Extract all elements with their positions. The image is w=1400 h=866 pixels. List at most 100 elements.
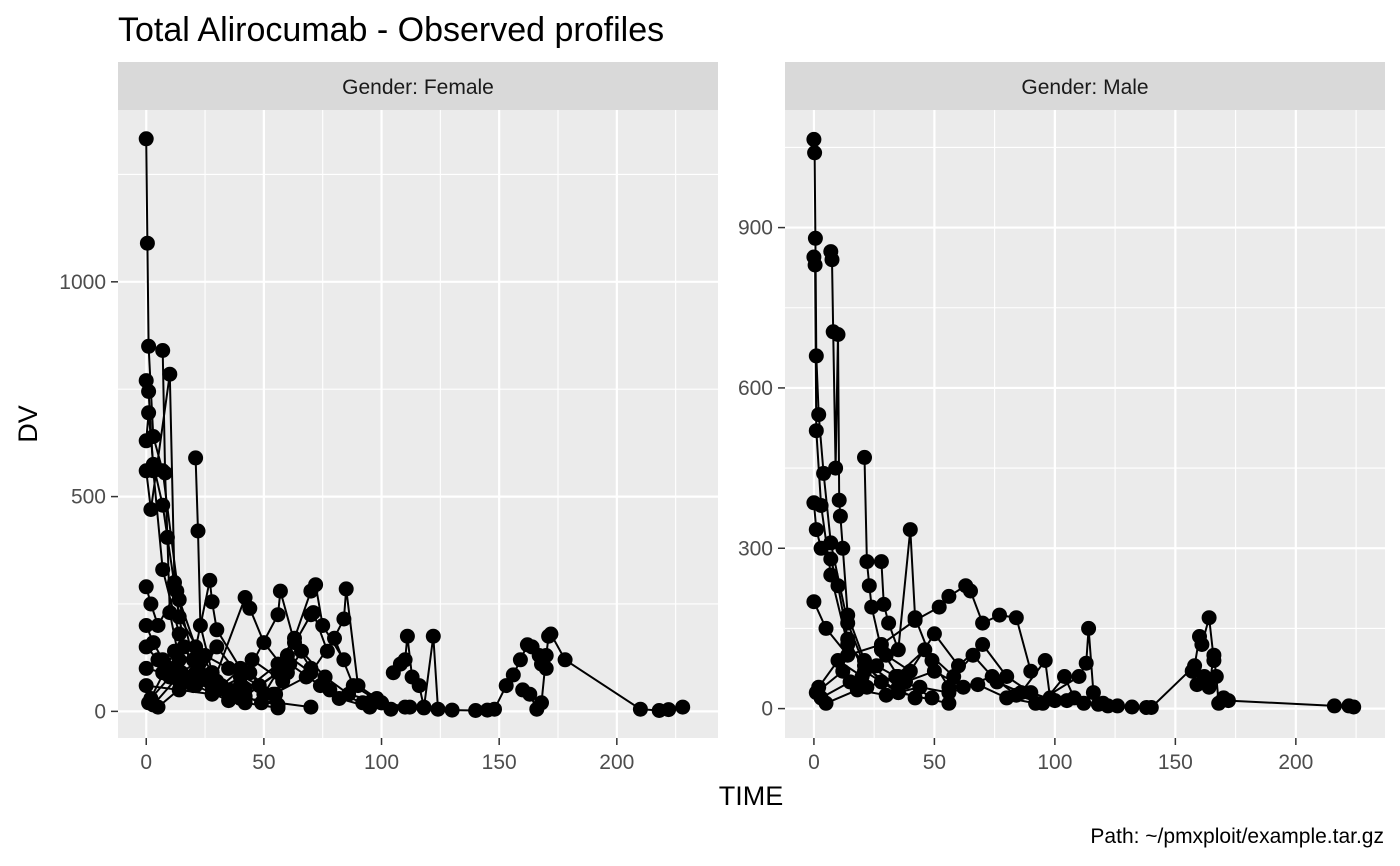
- data-point: [1201, 679, 1217, 695]
- data-point: [917, 642, 933, 658]
- data-point: [138, 131, 154, 147]
- data-point: [1110, 698, 1125, 714]
- data-point: [538, 660, 554, 676]
- data-point: [416, 700, 432, 716]
- data-point: [209, 622, 225, 638]
- data-point: [898, 674, 913, 690]
- data-point: [209, 682, 225, 698]
- data-point: [138, 660, 154, 676]
- data-layer: [138, 131, 691, 718]
- data-point: [169, 583, 185, 599]
- y-tick-label: 600: [738, 377, 773, 400]
- data-point: [374, 695, 389, 711]
- data-point: [319, 643, 335, 659]
- data-point: [823, 567, 839, 583]
- data-point: [808, 522, 824, 538]
- data-point: [143, 502, 159, 517]
- data-point: [857, 449, 872, 465]
- data-point: [155, 343, 171, 358]
- x-tick-label: 100: [364, 751, 399, 774]
- data-point: [159, 529, 175, 545]
- data-point: [1057, 669, 1072, 684]
- data-point: [512, 652, 528, 668]
- data-point: [1326, 698, 1342, 714]
- data-point: [941, 695, 957, 711]
- data-point: [902, 522, 918, 538]
- panel-1: Gender: Male 0 50 100 150 200 0 300 600 900: [738, 62, 1385, 774]
- x-tick-label: 150: [482, 751, 517, 774]
- data-point: [155, 562, 171, 578]
- x-tick-label: 50: [923, 751, 946, 774]
- data-point: [857, 653, 872, 668]
- data-point: [270, 607, 286, 623]
- panel-0: Gender: Female 0 50 100 150 200 0 500 1000: [59, 62, 718, 774]
- data-point: [202, 572, 218, 588]
- data-point: [1124, 699, 1140, 715]
- data-point: [830, 578, 846, 594]
- data-point: [873, 674, 889, 690]
- data-point: [141, 405, 157, 421]
- caption: Path: ~/pmxploit/example.tar.gz: [1090, 825, 1384, 848]
- y-tick-label: 300: [738, 537, 773, 560]
- y-tick-label: 900: [738, 217, 773, 240]
- y-tick-label: 1000: [59, 271, 106, 294]
- data-point: [221, 660, 237, 676]
- data-point: [139, 235, 155, 251]
- data-point: [807, 257, 823, 273]
- data-point: [831, 492, 847, 508]
- data-point: [890, 685, 906, 701]
- data-point: [992, 607, 1007, 623]
- data-point: [538, 648, 554, 663]
- data-point: [308, 577, 324, 593]
- data-point: [138, 618, 154, 633]
- data-point: [1143, 700, 1159, 715]
- data-point: [1078, 655, 1094, 671]
- data-point: [190, 523, 206, 539]
- data-point: [397, 652, 413, 668]
- data-point: [970, 677, 986, 693]
- data-point: [322, 682, 338, 698]
- data-point: [162, 605, 178, 621]
- data-point: [336, 611, 352, 627]
- data-point: [675, 699, 691, 715]
- data-point: [141, 383, 157, 399]
- data-point: [1076, 695, 1092, 711]
- data-point: [543, 626, 559, 642]
- data-point: [192, 618, 208, 633]
- data-point: [251, 678, 267, 694]
- data-point: [150, 699, 166, 715]
- data-point: [864, 599, 880, 615]
- x-tick-label: 50: [252, 751, 275, 774]
- data-point: [171, 626, 187, 642]
- data-point: [336, 652, 352, 668]
- data-point: [926, 663, 942, 679]
- data-point: [487, 701, 502, 717]
- x-tick-label: 0: [140, 751, 152, 774]
- data-point: [265, 686, 281, 702]
- data-point: [869, 658, 885, 674]
- data-point: [861, 578, 877, 594]
- data-point: [849, 682, 865, 698]
- data-point: [557, 652, 573, 668]
- data-point: [816, 465, 832, 481]
- data-point: [1008, 610, 1024, 626]
- data-point: [975, 615, 991, 631]
- data-point: [338, 581, 354, 597]
- data-point: [425, 628, 441, 644]
- data-point: [138, 678, 154, 694]
- data-point: [963, 583, 978, 599]
- panel-strip: [785, 62, 1385, 110]
- data-point: [832, 508, 848, 524]
- data-point: [1028, 695, 1044, 711]
- data-point: [275, 673, 291, 689]
- data-point: [931, 599, 947, 615]
- data-point: [807, 145, 823, 161]
- data-point: [242, 665, 258, 681]
- data-point: [975, 637, 991, 652]
- data-point: [811, 407, 827, 423]
- data-point: [315, 618, 331, 633]
- data-point: [859, 554, 875, 570]
- data-point: [946, 669, 962, 684]
- data-point: [878, 687, 894, 703]
